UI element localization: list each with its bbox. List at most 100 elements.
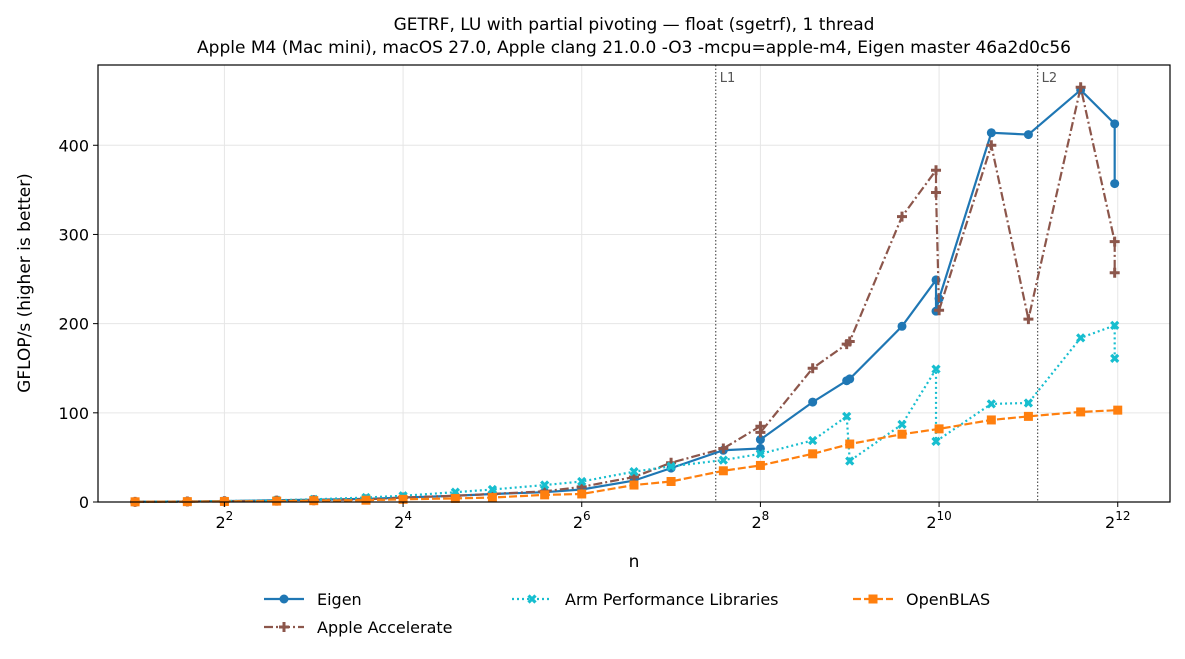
- x-tick-label: 24: [394, 509, 412, 532]
- legend-swatch-marker: [279, 622, 289, 632]
- data-point-openblas: [272, 496, 282, 506]
- y-tick-label: 400: [58, 136, 89, 155]
- data-point-eigen: [1110, 179, 1120, 189]
- grid: [98, 65, 1170, 503]
- data-point-openblas: [487, 493, 497, 503]
- data-point-arm-performance-libraries: [540, 480, 550, 490]
- y-tick-label: 300: [58, 225, 89, 244]
- data-point-apple-accelerate: [986, 140, 997, 151]
- legend-swatch-marker: [527, 594, 537, 604]
- plot-frame: [97, 64, 1171, 503]
- data-point-eigen: [897, 321, 907, 331]
- data-point-arm-performance-libraries: [487, 484, 498, 495]
- x-tick-exponent: 12: [1115, 509, 1130, 523]
- legend-entry-eigen: Eigen: [264, 590, 362, 609]
- data-point-openblas: [309, 496, 319, 506]
- data-point-arm-performance-libraries: [1110, 353, 1120, 364]
- data-point-apple-accelerate: [1109, 236, 1120, 247]
- y-tick-label: 200: [58, 315, 89, 334]
- data-point-openblas: [450, 493, 460, 503]
- data-point-apple-accelerate: [755, 427, 766, 438]
- data-point-arm-performance-libraries: [577, 476, 587, 487]
- data-point-arm-performance-libraries: [931, 364, 941, 374]
- data-point-arm-performance-libraries: [718, 455, 728, 465]
- series-line-arm-performance-libraries: [135, 323, 1116, 503]
- x-axis-label: n: [629, 552, 640, 572]
- x-tick-base: 2: [394, 513, 404, 532]
- legend-label: Arm Performance Libraries: [565, 590, 779, 609]
- x-tick-label: 212: [1105, 509, 1130, 532]
- data-point-apple-accelerate: [931, 165, 942, 176]
- x-tick-exponent: 6: [583, 509, 591, 523]
- x-tick-base: 2: [215, 513, 225, 532]
- x-tick-exponent: 4: [404, 509, 412, 523]
- x-tick-label: 22: [215, 509, 233, 532]
- data-point-apple-accelerate: [807, 363, 818, 374]
- data-point-openblas: [1023, 411, 1033, 421]
- series-openblas: [130, 405, 1123, 507]
- data-point-eigen: [1023, 130, 1033, 140]
- x-tick-base: 2: [926, 513, 936, 532]
- series-line-apple-accelerate: [135, 87, 1116, 503]
- data-point-arm-performance-libraries: [1076, 333, 1086, 343]
- data-point-openblas: [897, 429, 907, 439]
- data-point-openblas: [540, 490, 550, 500]
- data-point-arm-performance-libraries: [1110, 320, 1120, 331]
- legend-label: Apple Accelerate: [317, 618, 453, 637]
- cache-markers: L1 L2: [715, 65, 1058, 502]
- data-point-openblas: [398, 494, 408, 504]
- legend-swatch-marker: [868, 594, 878, 604]
- data-point-eigen: [808, 397, 818, 407]
- x-tick-label: 28: [751, 509, 769, 532]
- data-point-eigen: [845, 374, 855, 384]
- x-tick-exponent: 2: [226, 509, 234, 523]
- data-point-arm-performance-libraries: [986, 399, 996, 409]
- data-point-apple-accelerate: [844, 336, 855, 347]
- data-point-apple-accelerate: [1109, 267, 1120, 278]
- data-point-openblas: [361, 495, 371, 505]
- data-point-openblas: [1113, 405, 1123, 415]
- data-point-arm-performance-libraries: [666, 461, 676, 471]
- data-point-apple-accelerate: [931, 187, 942, 198]
- data-point-arm-performance-libraries: [755, 449, 766, 459]
- data-point-eigen: [1110, 119, 1120, 129]
- data-point-apple-accelerate: [718, 443, 729, 454]
- series-line-eigen: [135, 88, 1116, 503]
- data-point-openblas: [845, 439, 855, 449]
- legend-entry-apple-accelerate: Apple Accelerate: [264, 618, 453, 637]
- data-point-openblas: [577, 489, 587, 499]
- data-point-arm-performance-libraries: [1023, 398, 1034, 408]
- x-tick-base: 2: [751, 513, 761, 532]
- y-axis-label: GFLOP/s (higher is better): [15, 173, 35, 393]
- x-tick-label: 26: [573, 509, 591, 532]
- cache-label-l1: L1: [720, 71, 736, 86]
- x-tick-base: 2: [1105, 513, 1115, 532]
- y-tick-label: 0: [79, 493, 89, 512]
- chart-subtitle: Apple M4 (Mac mini), macOS 27.0, Apple c…: [197, 38, 1071, 58]
- chart-title: GETRF, LU with partial pivoting — float …: [394, 15, 875, 35]
- data-point-openblas: [986, 415, 996, 425]
- x-tick-exponent: 10: [937, 509, 952, 523]
- legend-swatch-marker: [279, 594, 289, 604]
- series-eigen: [130, 85, 1120, 507]
- data-point-arm-performance-libraries: [931, 436, 941, 446]
- y-tick-label: 100: [58, 404, 89, 423]
- legend-label: Eigen: [317, 590, 362, 609]
- data-point-eigen: [755, 435, 765, 445]
- data-point-openblas: [718, 466, 728, 476]
- data-point-openblas: [629, 480, 639, 490]
- data-point-openblas: [808, 449, 818, 459]
- legend-entry-arm-performance-libraries: Arm Performance Libraries: [512, 590, 779, 609]
- data-point-arm-performance-libraries: [808, 435, 818, 446]
- series-group: [130, 82, 1123, 507]
- x-tick-exponent: 8: [762, 509, 770, 523]
- series-apple-accelerate: [130, 82, 1120, 507]
- data-point-openblas: [666, 476, 676, 486]
- data-point-openblas: [755, 460, 765, 470]
- data-point-arm-performance-libraries: [897, 419, 907, 430]
- data-point-openblas: [934, 424, 944, 434]
- data-point-apple-accelerate: [934, 305, 945, 316]
- data-point-openblas: [1076, 407, 1086, 417]
- cache-label-l2: L2: [1042, 71, 1058, 86]
